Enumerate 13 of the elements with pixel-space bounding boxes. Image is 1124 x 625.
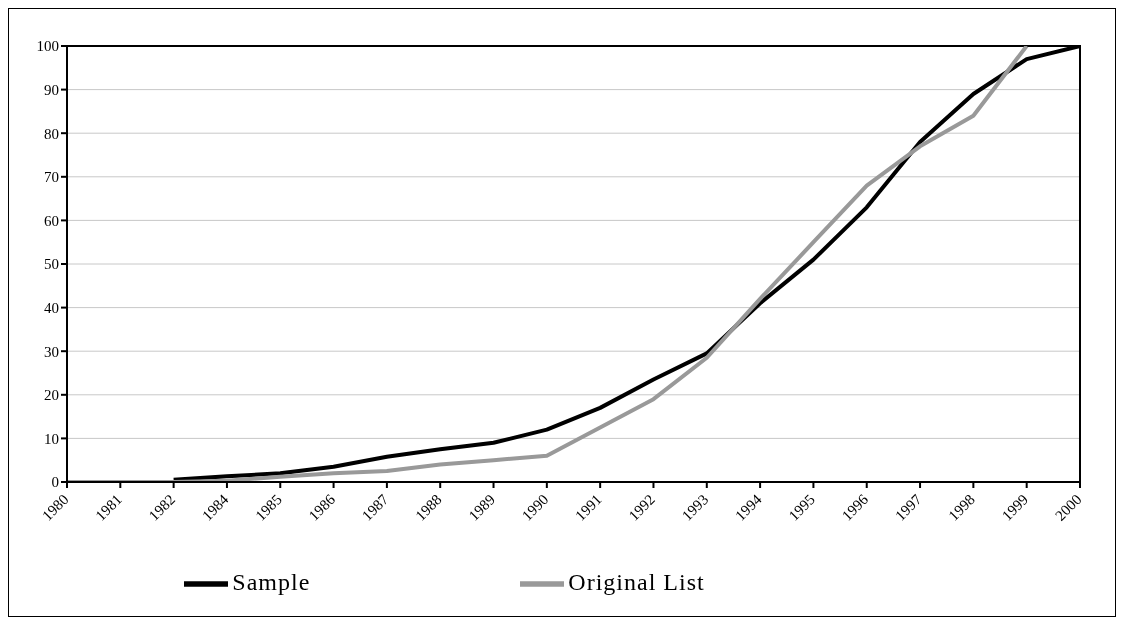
legend-label: Original List xyxy=(568,568,705,595)
y-tick-label: 50 xyxy=(44,256,59,273)
y-tick-label: 90 xyxy=(44,81,59,98)
y-tick-label: 100 xyxy=(36,38,59,55)
y-tick-label: 0 xyxy=(51,474,59,491)
y-tick-label: 60 xyxy=(44,212,59,229)
y-tick-label: 20 xyxy=(44,387,59,404)
legend-label: Sample xyxy=(232,568,311,595)
y-tick-label: 80 xyxy=(44,125,59,142)
y-tick-label: 70 xyxy=(44,169,59,186)
y-tick-label: 10 xyxy=(44,430,59,447)
y-tick-label: 30 xyxy=(44,343,59,360)
y-tick-label: 40 xyxy=(44,299,59,316)
